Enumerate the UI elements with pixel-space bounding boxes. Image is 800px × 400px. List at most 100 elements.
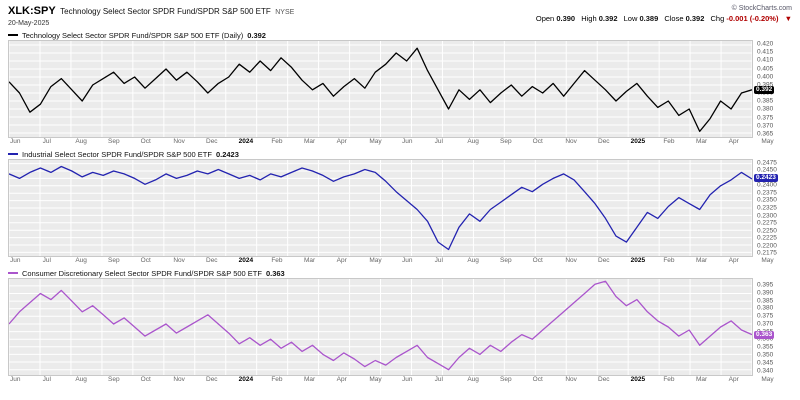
x-tick-label: Apr (336, 138, 347, 145)
legend-value: 0.2423 (215, 149, 239, 159)
x-axis-xly: Jun Jul Aug Sep Oct Nov Dec 2024 Feb Mar Apr May Jun… (8, 376, 792, 385)
last-price-label: 0.363 (754, 330, 775, 339)
x-tick-label: Jun (402, 138, 413, 145)
x-tick-label: Apr (336, 376, 347, 383)
last-price-label: 0.2423 (754, 174, 778, 183)
x-tick-label: Jun (402, 376, 413, 383)
high-label: High (581, 14, 597, 23)
x-tick-label: Aug (467, 257, 479, 264)
close-label: Close (664, 14, 684, 23)
y-tick-label: 0.395 (757, 281, 774, 289)
chart-plot-area-xli (8, 159, 753, 257)
x-tick-label: 2024 (238, 376, 254, 383)
date-label: 20-May-2025 (8, 20, 50, 27)
y-tick-label: 0.400 (757, 73, 774, 81)
x-axis-xli: Jun Jul Aug Sep Oct Nov Dec 2024 Feb Mar Apr May Jun… (8, 257, 792, 266)
x-tick-label: May (761, 376, 774, 383)
x-tick-label: Feb (271, 257, 283, 264)
plot-row: 0.2423 0.24750.24500.24250.24000.23750.2… (8, 159, 792, 257)
plot-row: 0.363 0.395 0.390 0.385 0.380 0.375 0.370 0.36… (8, 278, 792, 376)
panel-xlk-spy: Technology Select Sector SPDR Fund/SPDR … (8, 30, 792, 147)
chart-plot-area-xly (8, 278, 753, 376)
x-tick-label: Oct (532, 257, 543, 264)
x-tick-label: Jul (434, 257, 443, 264)
y-tick-label: 0.375 (757, 312, 774, 320)
x-tick-label: Aug (75, 376, 87, 383)
low-value: 0.389 (639, 14, 659, 23)
y-tick-label: 0.395 (757, 81, 773, 88)
stockcharts-copyright-link[interactable]: © StockCharts.com (731, 5, 792, 12)
x-tick-label: Jul (434, 138, 443, 145)
series-dash-icon (8, 272, 18, 274)
x-tick-label: Mar (304, 376, 316, 383)
x-tick-label: Aug (75, 138, 87, 145)
last-price-label: 0.392 (754, 85, 775, 94)
y-tick-label: 0.365 (757, 130, 774, 138)
x-tick-label: Dec (206, 138, 218, 145)
x-tick-label: Dec (206, 376, 218, 383)
y-tick-label: 0.2200 (757, 242, 777, 250)
x-tick-label: Apr (728, 257, 739, 264)
y-tick-label: 0.2300 (757, 212, 777, 220)
x-tick-label: May (369, 138, 382, 145)
x-tick-label: 2025 (630, 257, 646, 264)
x-tick-label: Feb (271, 138, 283, 145)
exchange-label: NYSE (275, 9, 295, 16)
panel-xli-spy: Industrial Select Sector SPDR Fund/SPDR … (8, 149, 792, 266)
x-tick-label: Oct (532, 138, 543, 145)
x-tick-label: Feb (663, 257, 675, 264)
x-tick-label: May (369, 376, 382, 383)
chart-plot-area-xlk (8, 40, 753, 138)
x-tick-label: Jul (42, 138, 51, 145)
x-tick-label: Mar (696, 376, 708, 383)
x-tick-label: Jun (402, 257, 413, 264)
x-tick-label: 2025 (630, 376, 646, 383)
x-tick-label: Dec (598, 257, 610, 264)
ticker-symbol: XLK:SPY (8, 5, 56, 17)
open-value: 0.390 (556, 14, 576, 23)
x-tick-label: 2024 (238, 138, 254, 145)
x-tick-label: Jun (10, 257, 21, 264)
header-left: XLK:SPY Technology Select Sector SPDR Fu… (8, 4, 294, 29)
y-tick-label: 0.380 (757, 105, 774, 113)
series-dash-icon (8, 153, 18, 155)
legend-value: 0.363 (265, 268, 285, 278)
y-tick-label: 0.2450 (757, 166, 777, 174)
x-tick-label: May (761, 138, 774, 145)
y-tick-label: 0.2175 (757, 249, 777, 257)
legend-xly-spy: Consumer Discretionary Select Sector SPD… (8, 268, 792, 278)
x-tick-label: Mar (696, 138, 708, 145)
x-tick-label: 2025 (630, 138, 646, 145)
x-tick-label: 2024 (238, 257, 254, 264)
x-tick-label: Feb (271, 376, 283, 383)
chart-header: XLK:SPY Technology Select Sector SPDR Fu… (8, 4, 792, 28)
y-axis-xli: 0.2423 0.24750.24500.24250.24000.23750.2… (753, 159, 792, 257)
x-tick-label: Feb (663, 376, 675, 383)
legend-value: 0.392 (247, 30, 266, 40)
y-tick-label: 0.390 (757, 289, 774, 297)
close-value: 0.392 (685, 14, 705, 23)
x-tick-label: Oct (140, 138, 151, 145)
x-tick-label: Mar (304, 257, 316, 264)
plot-row: 0.392 0.4200.4150.4100.4050.4000.3950.39… (8, 40, 792, 138)
y-tick-label: 0.2375 (757, 189, 777, 197)
x-tick-label: Sep (500, 138, 512, 145)
legend-label: Consumer Discretionary Select Sector SPD… (22, 268, 262, 278)
ohlc-quote-row: Open 0.390 High 0.392 Low 0.389 Close 0.… (536, 14, 792, 24)
x-tick-label: Oct (140, 257, 151, 264)
x-tick-label: Mar (696, 257, 708, 264)
x-tick-label: Nov (173, 376, 185, 383)
x-tick-label: Aug (467, 376, 479, 383)
x-tick-label: Nov (173, 138, 185, 145)
y-tick-label: 0.380 (757, 304, 774, 312)
x-tick-label: Apr (728, 138, 739, 145)
x-tick-label: Sep (500, 257, 512, 264)
y-tick-label: 0.375 (757, 114, 774, 122)
y-tick-label: 0.2325 (757, 204, 777, 212)
chg-value: -0.001 (-0.20%) (726, 14, 779, 23)
y-tick-label: 0.385 (757, 97, 774, 105)
line-chart-xli (9, 160, 752, 256)
legend-label: Technology Select Sector SPDR Fund/SPDR … (22, 30, 244, 40)
x-tick-label: Nov (565, 376, 577, 383)
x-tick-label: Nov (173, 257, 185, 264)
